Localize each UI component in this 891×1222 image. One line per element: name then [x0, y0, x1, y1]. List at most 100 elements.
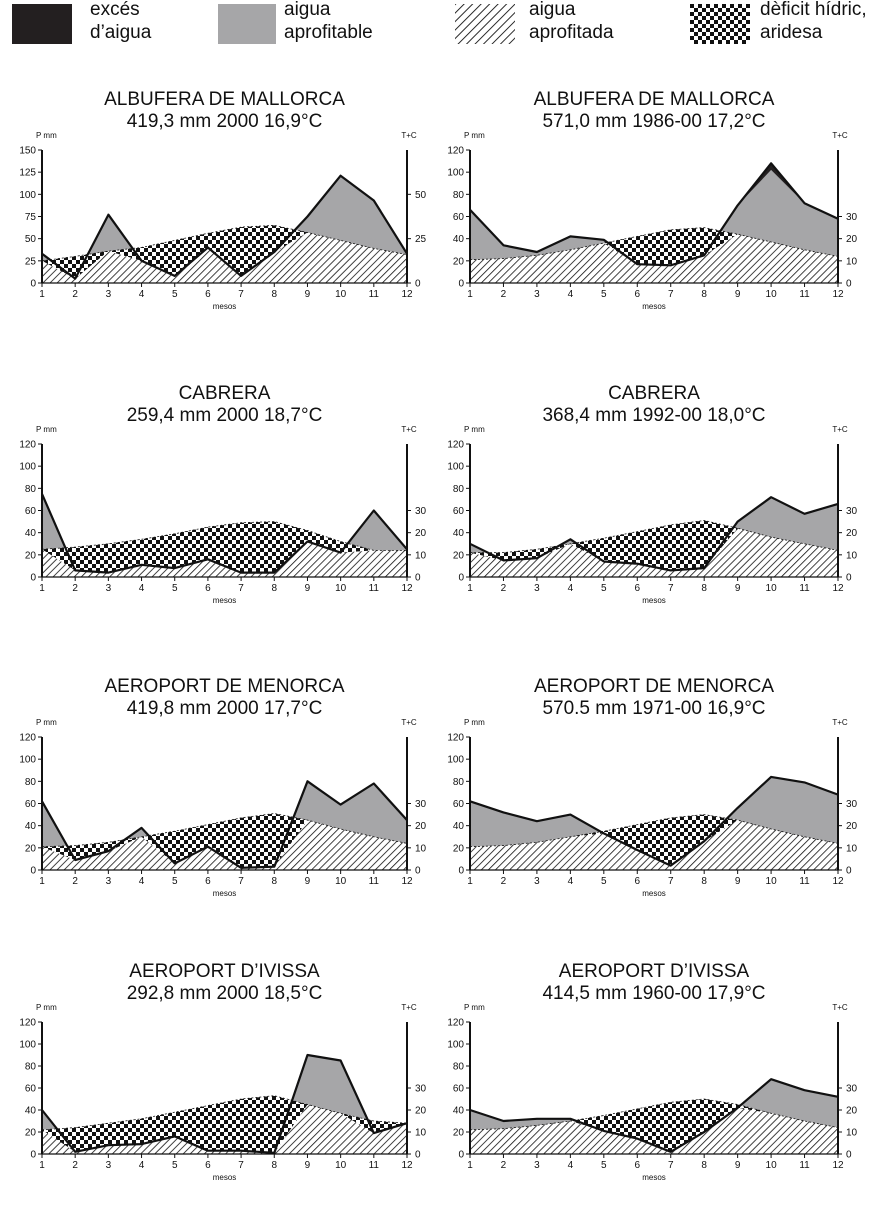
y-tick-label: 80	[453, 190, 465, 201]
x-tick-label: 11	[369, 289, 380, 300]
x-tick-label: 4	[139, 876, 145, 887]
y2-tick-label: 0	[846, 573, 852, 584]
x-tick-label: 7	[668, 289, 674, 300]
x-tick-label: 11	[799, 1160, 810, 1171]
chart-subtitle: 570.5 mm 1971-00 16,9°C	[542, 698, 765, 719]
y-axis-label: P mm	[464, 1003, 485, 1012]
y-tick-label: 60	[25, 799, 37, 810]
legend-line1: excés	[90, 0, 140, 20]
precipitation-line	[41, 174, 408, 280]
chart-title: CABRERA	[179, 383, 271, 404]
x-tick-label: 9	[735, 583, 741, 594]
y2-tick-label: 20	[415, 528, 427, 539]
x-tick-label: 7	[238, 289, 244, 300]
y-tick-label: 25	[25, 256, 37, 267]
x-tick-label: 4	[139, 583, 145, 594]
y2-tick-label: 30	[846, 799, 858, 810]
x-tick-label: 6	[634, 1160, 640, 1171]
y-tick-label: 0	[458, 279, 464, 290]
x-tick-label: 4	[568, 583, 574, 594]
y-tick-label: 120	[447, 733, 464, 744]
y-tick-label: 20	[453, 550, 465, 561]
x-tick-label: 10	[335, 289, 347, 300]
y2-tick-label: 0	[846, 279, 852, 290]
precipitation-line	[41, 780, 408, 869]
x-tick-label: 4	[139, 289, 145, 300]
y2-tick-label: 30	[415, 799, 427, 810]
chart-title: CABRERA	[608, 383, 700, 404]
y-tick-label: 80	[25, 1062, 37, 1073]
used-water-area	[42, 541, 407, 577]
x-tick-label: 9	[305, 1160, 311, 1171]
y2-tick-label: 0	[415, 1150, 421, 1161]
x-tick-label: 1	[39, 289, 45, 300]
x-axis-label: mesos	[213, 596, 237, 605]
y-tick-label: 40	[25, 821, 37, 832]
x-tick-label: 1	[467, 583, 473, 594]
legend-label-used: aigua aprofitada	[529, 0, 614, 44]
x-axis-label: mesos	[642, 1173, 666, 1182]
x-tick-label: 10	[335, 1160, 347, 1171]
y2-tick-label: 10	[415, 1128, 427, 1139]
y-tick-label: 40	[25, 1106, 37, 1117]
x-tick-label: 3	[534, 289, 540, 300]
x-tick-label: 9	[735, 289, 741, 300]
y2-tick-label: 0	[415, 279, 421, 290]
used-water-area	[42, 820, 407, 870]
y-tick-label: 60	[453, 799, 465, 810]
x-tick-label: 5	[601, 583, 607, 594]
y-tick-label: 50	[25, 234, 37, 245]
chart-subtitle: 419,8 mm 2000 17,7°C	[127, 698, 323, 719]
x-tick-label: 5	[172, 1160, 178, 1171]
y-tick-label: 60	[453, 1084, 465, 1095]
x-tick-label: 5	[172, 289, 178, 300]
x-tick-label: 6	[205, 876, 211, 887]
y-tick-label: 80	[25, 777, 37, 788]
used-water-area	[470, 1107, 838, 1154]
y-tick-label: 100	[447, 462, 464, 473]
x-tick-label: 3	[534, 583, 540, 594]
x-tick-label: 8	[271, 876, 277, 887]
y-axis-label: P mm	[36, 718, 57, 727]
y-axis-label: P mm	[36, 425, 57, 434]
x-axis-label: mesos	[642, 596, 666, 605]
y-tick-label: 100	[19, 1040, 36, 1051]
x-tick-label: 5	[601, 876, 607, 887]
y2-tick-label: 10	[846, 256, 858, 267]
y-tick-label: 150	[19, 146, 36, 157]
y-tick-label: 125	[19, 168, 36, 179]
y-tick-label: 20	[453, 843, 465, 854]
y-tick-label: 0	[458, 573, 464, 584]
y2-tick-label: 10	[415, 550, 427, 561]
x-tick-label: 2	[72, 876, 78, 887]
x-tick-label: 12	[832, 289, 844, 300]
y-axis-label: P mm	[464, 425, 485, 434]
y2-tick-label: 20	[415, 821, 427, 832]
y-axis-label: P mm	[464, 131, 485, 140]
y-tick-label: 40	[453, 821, 465, 832]
y2-axis-label: T+C	[401, 131, 417, 140]
y2-axis-label: T+C	[832, 131, 848, 140]
x-tick-label: 12	[401, 876, 413, 887]
chart-title: AEROPORT DE MENORCA	[104, 676, 344, 697]
x-tick-label: 4	[568, 1160, 574, 1171]
used-water-area	[42, 1104, 407, 1154]
x-axis-label: mesos	[213, 889, 237, 898]
y2-tick-label: 10	[846, 843, 858, 854]
x-tick-label: 9	[735, 1160, 741, 1171]
legend-label-deficit: dèficit hídric, aridesa	[760, 0, 867, 44]
x-tick-label: 6	[205, 583, 211, 594]
precipitation-line	[41, 1053, 408, 1155]
x-tick-label: 2	[501, 1160, 507, 1171]
x-tick-label: 1	[39, 1160, 45, 1171]
x-tick-label: 2	[501, 876, 507, 887]
x-tick-label: 2	[501, 583, 507, 594]
precipitation-line	[40, 493, 408, 574]
legend-swatch-excess	[12, 4, 72, 44]
legend-line2: aridesa	[760, 22, 823, 43]
x-tick-label: 2	[501, 289, 507, 300]
x-tick-label: 12	[401, 1160, 413, 1171]
y2-tick-label: 30	[846, 506, 858, 517]
x-tick-label: 11	[799, 876, 810, 887]
x-tick-label: 11	[369, 583, 380, 594]
